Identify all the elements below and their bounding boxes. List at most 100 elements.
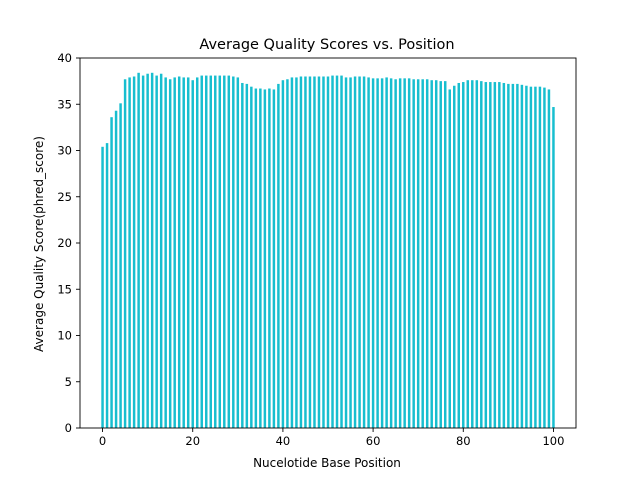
bar [155, 75, 158, 428]
bar [263, 89, 267, 428]
bar [182, 77, 185, 429]
x-tick-label: 40 [276, 434, 291, 448]
y-tick-label: 30 [57, 144, 72, 158]
bar [389, 78, 393, 428]
bar [259, 88, 262, 429]
bars-group [101, 72, 555, 429]
bar [443, 81, 447, 428]
y-tick-label: 40 [57, 51, 72, 65]
bar [430, 80, 433, 428]
y-tick-label: 15 [57, 282, 72, 296]
bar [286, 79, 289, 429]
bar [403, 78, 406, 428]
bar [105, 143, 109, 428]
bar [245, 83, 249, 429]
bar [119, 103, 122, 428]
bar [340, 75, 343, 428]
bar [168, 79, 172, 429]
x-tick-label: 60 [366, 434, 381, 448]
bar [295, 77, 298, 429]
bar [304, 76, 307, 428]
bar [511, 83, 515, 429]
bar [159, 73, 163, 428]
bar [308, 76, 312, 428]
bar [123, 79, 127, 429]
bar [484, 82, 488, 429]
bar [547, 89, 551, 428]
bar [214, 75, 217, 428]
bar [110, 117, 113, 428]
bar [462, 82, 465, 429]
bar [466, 80, 470, 428]
bar [141, 75, 145, 428]
y-tick-label: 35 [57, 97, 72, 111]
bar [471, 80, 474, 428]
bar [205, 75, 208, 428]
chart-title: Average Quality Scores vs. Position [199, 37, 454, 53]
bar [439, 81, 442, 428]
bar [371, 78, 375, 428]
bar [335, 75, 339, 428]
bar [232, 76, 235, 428]
bar [101, 146, 104, 429]
bar [218, 75, 222, 428]
bar [326, 76, 330, 428]
bar [254, 88, 258, 429]
bar [132, 76, 136, 428]
bar [385, 77, 388, 429]
bar [380, 78, 384, 428]
bar [448, 89, 451, 428]
bar [209, 75, 213, 428]
bar [200, 75, 203, 428]
bar [412, 79, 415, 429]
bar [480, 81, 483, 428]
bar [353, 76, 357, 428]
bar [317, 76, 321, 428]
bar [543, 87, 546, 428]
bar [421, 79, 424, 429]
bar [358, 76, 361, 428]
bar [268, 88, 271, 429]
bar [457, 82, 461, 428]
bar [425, 79, 429, 429]
bar [367, 77, 370, 429]
bar [516, 83, 519, 429]
bar [552, 107, 555, 429]
x-tick-label: 80 [456, 434, 471, 448]
bar [475, 80, 479, 428]
bar [223, 75, 226, 428]
x-axis-label: Nucelotide Base Position [253, 456, 401, 470]
bar [525, 85, 528, 428]
bar [331, 75, 334, 428]
bar [195, 77, 199, 429]
bar [164, 77, 167, 429]
bar [498, 82, 501, 429]
bar [416, 79, 420, 429]
y-tick-label: 25 [57, 190, 72, 204]
bar [362, 76, 366, 428]
bar [173, 77, 176, 429]
y-tick-label: 10 [57, 329, 72, 343]
bar [299, 76, 303, 428]
bar [177, 76, 181, 428]
bar [150, 72, 154, 429]
bar [489, 82, 492, 429]
bar [236, 77, 240, 429]
bar [250, 86, 253, 429]
x-tick-label: 0 [99, 434, 106, 448]
bar [277, 83, 280, 429]
y-tick-label: 0 [65, 421, 72, 435]
y-tick-label: 20 [57, 236, 72, 250]
x-axis-ticks: 0 20 40 60 80 100 [99, 428, 564, 448]
bar [376, 78, 379, 428]
bar [128, 77, 131, 429]
bar [407, 78, 411, 428]
y-axis-label: Average Quality Score(phred_score) [32, 136, 46, 352]
bar [520, 84, 524, 428]
bar [186, 77, 190, 429]
bar [529, 86, 533, 429]
bar [146, 73, 149, 428]
bar [453, 85, 456, 428]
bar [322, 76, 325, 428]
